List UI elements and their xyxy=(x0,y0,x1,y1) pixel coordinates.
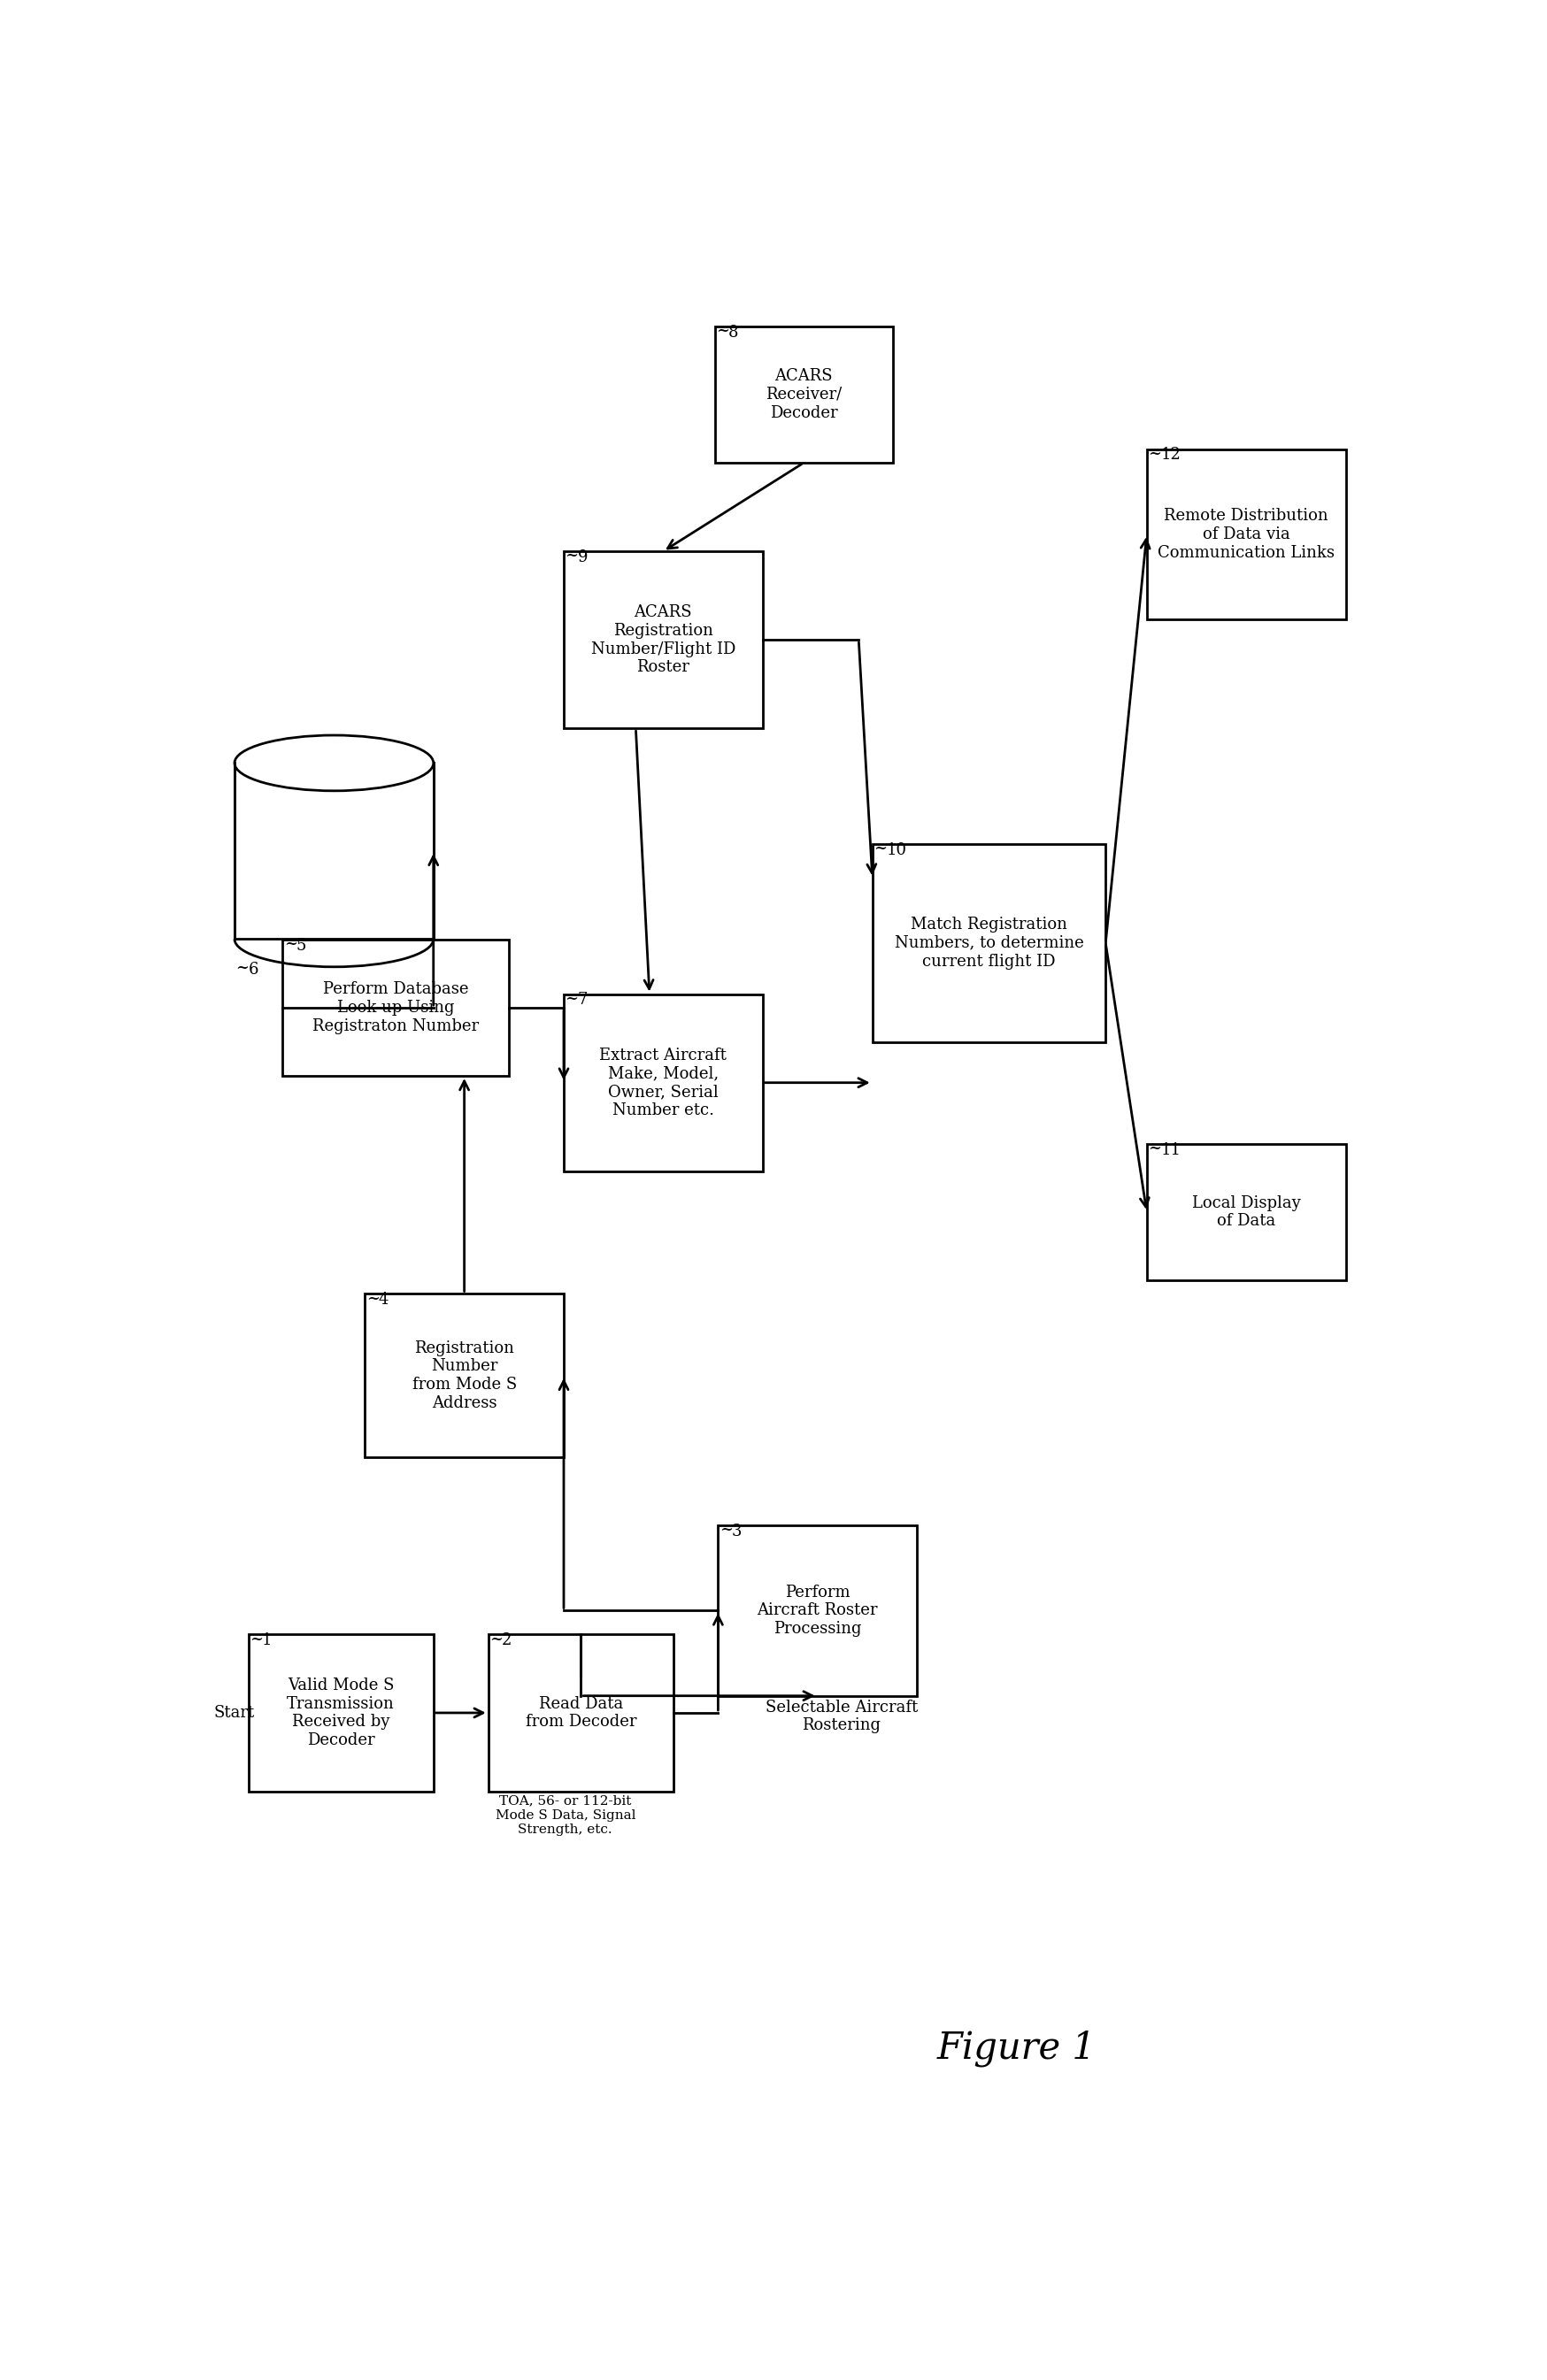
Text: ~: ~ xyxy=(285,935,297,952)
Text: Local Display
of Data: Local Display of Data xyxy=(1191,1195,1301,1230)
Bar xyxy=(248,1635,433,1792)
Text: Start: Start xyxy=(213,1704,255,1721)
Text: ~: ~ xyxy=(235,959,249,976)
Text: Match Registration
Numbers, to determine
current flight ID: Match Registration Numbers, to determine… xyxy=(894,916,1083,969)
Text: Registration
Number
from Mode S
Address: Registration Number from Mode S Address xyxy=(412,1340,517,1411)
Text: ~: ~ xyxy=(1148,1140,1162,1157)
Ellipse shape xyxy=(235,735,433,790)
Text: ~: ~ xyxy=(716,324,729,338)
Text: ~: ~ xyxy=(565,990,579,1007)
Text: ~: ~ xyxy=(1148,445,1162,462)
Text: ~: ~ xyxy=(367,1290,379,1307)
Text: Read Data
from Decoder: Read Data from Decoder xyxy=(526,1695,636,1730)
Text: ACARS
Receiver/
Decoder: ACARS Receiver/ Decoder xyxy=(766,369,842,421)
Text: 5: 5 xyxy=(297,938,306,954)
Bar xyxy=(563,552,763,728)
Text: 12: 12 xyxy=(1160,447,1180,464)
Text: ~: ~ xyxy=(490,1630,503,1647)
Text: Extract Aircraft
Make, Model,
Owner, Serial
Number etc.: Extract Aircraft Make, Model, Owner, Ser… xyxy=(600,1047,727,1119)
Text: Remote Distribution
of Data via
Communication Links: Remote Distribution of Data via Communic… xyxy=(1157,507,1335,562)
Text: ~: ~ xyxy=(249,1630,263,1647)
Text: 7: 7 xyxy=(577,992,588,1009)
Text: 11: 11 xyxy=(1160,1142,1180,1159)
Text: 2: 2 xyxy=(503,1633,512,1649)
Text: 10: 10 xyxy=(886,843,907,859)
Text: 1: 1 xyxy=(261,1633,272,1649)
Text: ACARS
Registration
Number/Flight ID
Roster: ACARS Registration Number/Flight ID Rost… xyxy=(591,605,735,676)
Bar xyxy=(489,1635,673,1792)
Text: ~: ~ xyxy=(874,840,886,857)
Text: Selectable Aircraft
Rostering: Selectable Aircraft Rostering xyxy=(766,1699,917,1733)
Text: 8: 8 xyxy=(729,324,738,340)
Text: Figure 1: Figure 1 xyxy=(937,2030,1095,2066)
Text: Valid Mode S
Transmission
Received by
Decoder: Valid Mode S Transmission Received by De… xyxy=(286,1678,394,1749)
Text: 3: 3 xyxy=(732,1523,743,1540)
Text: Perform Database
Look-up Using
Registraton Number: Perform Database Look-up Using Registrat… xyxy=(312,981,480,1033)
Bar xyxy=(715,326,893,462)
Text: 9: 9 xyxy=(577,550,588,564)
Text: 4: 4 xyxy=(379,1292,388,1307)
Bar xyxy=(235,764,433,940)
Bar xyxy=(563,995,763,1171)
Bar xyxy=(873,845,1106,1042)
Text: 6: 6 xyxy=(248,962,258,978)
Bar xyxy=(365,1295,563,1457)
Bar xyxy=(283,940,509,1076)
Bar xyxy=(718,1526,917,1697)
Text: Perform
Aircraft Roster
Processing: Perform Aircraft Roster Processing xyxy=(756,1585,879,1637)
Text: ~: ~ xyxy=(719,1523,733,1537)
Bar xyxy=(1146,1145,1346,1280)
Bar xyxy=(1146,450,1346,619)
Text: TOA, 56- or 112-bit
Mode S Data, Signal
Strength, etc.: TOA, 56- or 112-bit Mode S Data, Signal … xyxy=(495,1795,636,1835)
Text: ~: ~ xyxy=(565,547,579,564)
